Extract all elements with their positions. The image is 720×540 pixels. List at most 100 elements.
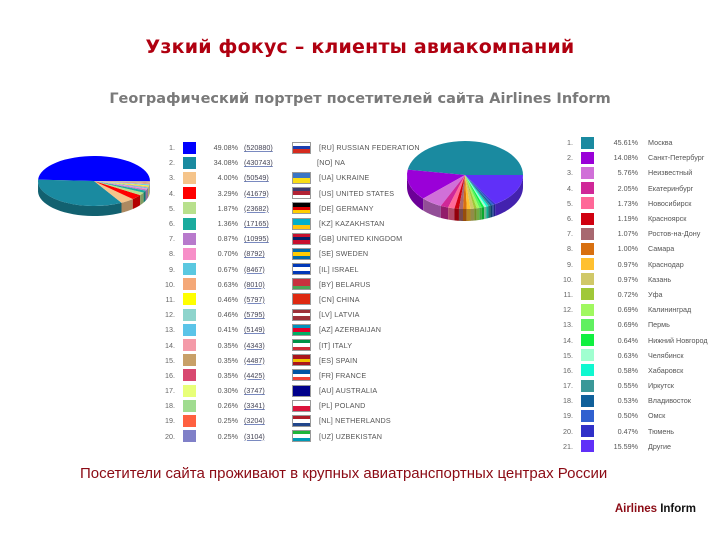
percentage: 0.97% [617,274,638,284]
country-name: [NL] NETHERLANDS [319,416,391,426]
rank: 15. [165,355,175,365]
visits-count-link[interactable]: (520880) [244,143,273,153]
legend-row: 1. 49.08% (520880) [RU] RUSSIAN FEDERATION [155,140,420,155]
percentage: 0.69% [617,305,638,315]
flag-icon [292,278,311,291]
city-name: Другие [648,441,672,451]
color-swatch [581,379,594,392]
rank: 7. [169,234,175,244]
percentage: 0.46% [217,310,238,320]
legend-row: 15. 0.35% (4487) [ES] SPAIN [155,353,420,368]
color-swatch [581,288,594,301]
color-swatch [581,409,594,422]
city-name: Пермь [648,320,670,330]
rank: 13. [165,325,175,335]
visits-count-link[interactable]: (41679) [244,188,269,198]
rank: 4. [169,188,175,198]
city-name: Челябинск [648,350,684,360]
visits-count-link[interactable]: (10995) [244,234,269,244]
percentage: 45.61% [613,138,638,148]
color-swatch [581,440,594,453]
flag-icon [292,263,311,276]
visits-count-link[interactable]: (3747) [244,386,265,396]
percentage: 49.08% [213,143,238,153]
legend-row: 12. 0.46% (5795) [LV] LATVIA [155,307,420,322]
country-name: [ES] SPAIN [319,355,358,365]
color-swatch [183,414,196,427]
color-swatch [183,384,196,397]
visits-count-link[interactable]: (5149) [244,325,265,335]
visits-count-link[interactable]: (8792) [244,249,265,259]
percentage: 0.47% [617,426,638,436]
legend-row: 12. 0.69% Калининград [555,302,708,317]
legend-row: 15. 0.63% Челябинск [555,348,708,363]
rank: 20. [165,431,175,441]
visits-count-link[interactable]: (3104) [244,431,265,441]
percentage: 1.36% [217,219,238,229]
visits-count-link[interactable]: (5795) [244,310,265,320]
city-name: Санкт-Петербург [648,153,705,163]
rank: 16. [165,370,175,380]
percentage: 1.19% [617,214,638,224]
rank: 15. [563,350,573,360]
visits-count-link[interactable]: (430743) [244,158,273,168]
color-swatch [581,303,594,316]
visits-count-link[interactable]: (17165) [244,219,269,229]
percentage: 15.59% [613,441,638,451]
color-swatch [581,425,594,438]
visits-count-link[interactable]: (8467) [244,264,265,274]
visits-count-link[interactable]: (8010) [244,279,265,289]
legend-row: 3. 4.00% (50549) [UA] UKRAINE [155,170,420,185]
color-swatch [581,182,594,195]
color-swatch [581,349,594,362]
legend-row: 16. 0.58% Хабаровск [555,363,708,378]
legend-row: 17. 0.55% Иркутск [555,378,708,393]
flag-icon [292,171,311,184]
color-swatch [183,369,196,382]
city-pie-chart [407,141,523,221]
country-name: [GB] UNITED KINGDOM [319,234,403,244]
legend-row: 4. 2.05% Екатеринбург [555,181,708,196]
visits-count-link[interactable]: (4487) [244,355,265,365]
percentage: 0.63% [617,350,638,360]
color-swatch [183,293,196,306]
color-swatch [581,136,594,149]
legend-row: 16. 0.35% (4425) [FR] FRANCE [155,368,420,383]
color-swatch [183,278,196,291]
percentage: 0.55% [617,381,638,391]
city-name: Казань [648,274,672,284]
footer-note: Посетители сайта проживают в крупных ави… [80,465,608,482]
country-pie-chart [38,155,150,216]
rank: 1. [169,143,175,153]
legend-row: 8. 1.00% Самара [555,241,708,256]
visits-count-link[interactable]: (5797) [244,294,265,304]
color-swatch [581,151,594,164]
rank: 12. [563,305,573,315]
legend-row: 19. 0.50% Омск [555,408,708,423]
country-name: [IL] ISRAEL [319,264,359,274]
flag-icon [292,369,311,382]
visits-count-link[interactable]: (3341) [244,401,265,411]
visits-count-link[interactable]: (3204) [244,416,265,426]
rank: 9. [169,264,175,274]
rank: 3. [567,168,573,178]
city-name: Краснодар [648,259,684,269]
percentage: 0.58% [617,365,638,375]
color-swatch [183,399,196,412]
rank: 19. [563,411,573,421]
country-name: [KZ] KAZAKHSTAN [319,219,385,229]
legend-row: 20. 0.47% Тюмень [555,424,708,439]
percentage: 0.50% [617,411,638,421]
visits-count-link[interactable]: (50549) [244,173,269,183]
visits-count-link[interactable]: (23682) [244,203,269,213]
visits-count-link[interactable]: (4425) [244,370,265,380]
rank: 1. [567,138,573,148]
flag-icon [292,384,311,397]
rank: 11. [165,294,175,304]
city-name: Москва [648,138,673,148]
color-swatch [581,227,594,240]
country-name: [IT] ITALY [319,340,353,350]
visits-count-link[interactable]: (4343) [244,340,265,350]
legend-row: 21. 15.59% Другие [555,439,708,454]
color-swatch [183,323,196,336]
